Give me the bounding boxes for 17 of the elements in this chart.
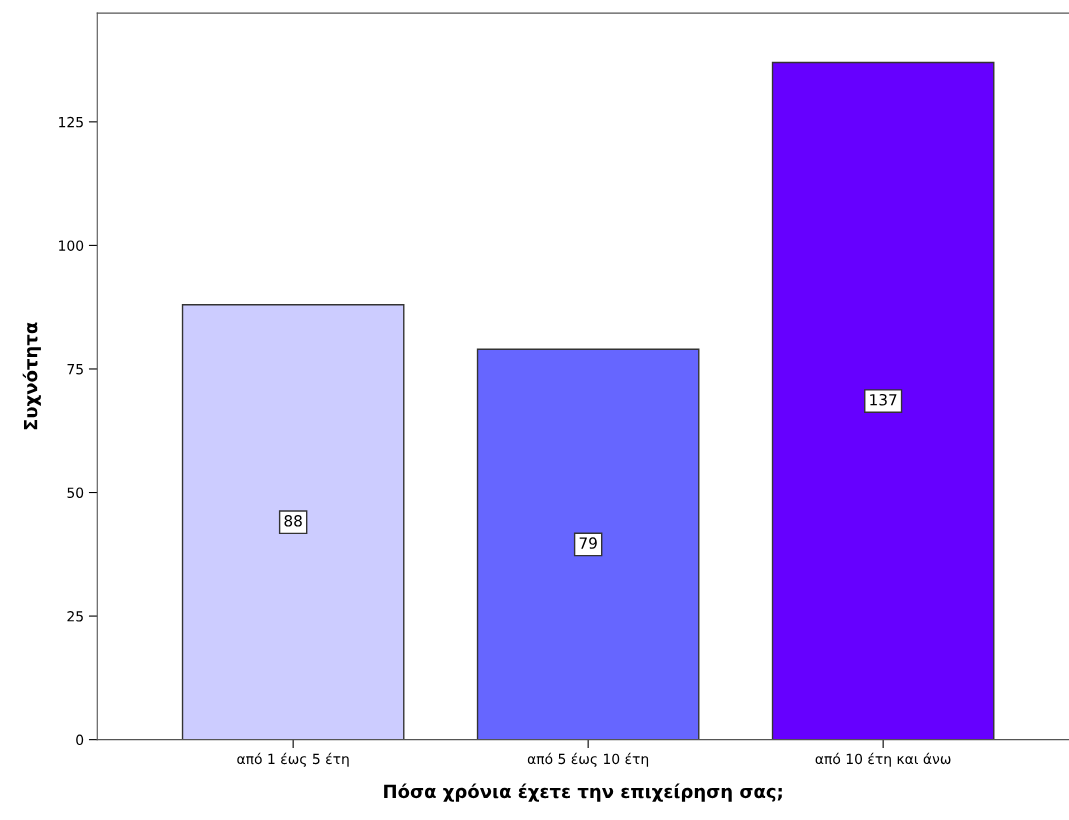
bar [771,61,995,740]
y-tick-label: 0 [76,734,84,746]
data-label: 79 [579,537,597,549]
y-tick-label: 125 [59,116,83,128]
y-tick-label: 50 [67,487,84,498]
bar [181,304,405,740]
data-label: 137 [870,393,897,406]
y-tick-label: 25 [67,611,83,622]
y-axis-title: Συχνότητα [22,322,41,430]
data-label: 88 [284,515,302,527]
x-tick-label: από 10 έτη και άνω [815,752,951,767]
y-tick-label: 75 [67,364,83,375]
x-axis-title: Πόσα χρόνια έχετε την επιχείρηση σας; [384,783,782,802]
bar [476,348,700,740]
x-tick-label: από 1 έως 5 έτη [237,752,349,767]
x-tick-label: από 5 έως 10 έτη [527,752,649,767]
y-tick-label: 100 [59,240,84,251]
